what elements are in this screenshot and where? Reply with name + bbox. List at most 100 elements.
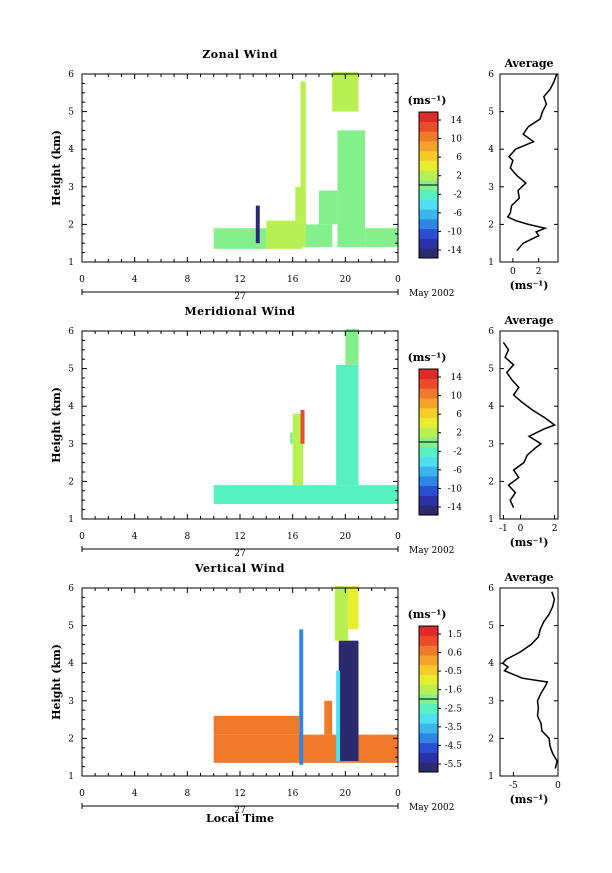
data-cell — [300, 81, 306, 247]
y-tick-label: 6 — [68, 70, 74, 80]
colorbar-swatch — [419, 427, 438, 438]
date-month-label: May 2002 — [409, 803, 454, 813]
data-cell — [305, 224, 333, 247]
colorbar-tick-label: -1.6 — [445, 686, 463, 696]
colorbar-swatch — [419, 713, 438, 724]
average-y-tick-label: 2 — [488, 220, 494, 230]
colorbar-tick-label: -2.5 — [445, 704, 463, 714]
panel-title: Zonal Wind — [202, 48, 278, 61]
colorbar-swatch — [419, 141, 438, 152]
data-cell — [295, 186, 302, 221]
average-y-tick-label: 1 — [488, 515, 494, 525]
colorbar-swatch — [419, 762, 438, 773]
x-tick-label: 0 — [79, 275, 85, 285]
colorbar-tick-label: 14 — [451, 373, 463, 383]
x-tick-label: 16 — [287, 275, 299, 285]
average-y-tick-label: 5 — [488, 108, 494, 118]
average-y-tick-label: 2 — [488, 734, 494, 744]
average-y-tick-label: 3 — [488, 440, 494, 450]
x-tick-label: 12 — [234, 275, 245, 285]
date-day-label: 27 — [234, 292, 246, 302]
data-cell — [336, 670, 341, 761]
colorbar-tick-label: 2 — [456, 429, 462, 439]
colorbar-unit: (ms⁻¹) — [408, 608, 447, 621]
colorbar-swatch — [419, 742, 438, 753]
colorbar-swatch — [419, 150, 438, 161]
x-tick-label: 0 — [395, 275, 401, 285]
x-tick-label: 8 — [184, 789, 190, 799]
colorbar-swatch — [419, 733, 438, 744]
average-y-tick-label: 4 — [488, 402, 494, 412]
average-x-tick-label: 0 — [510, 267, 516, 277]
panel-title: Meridional Wind — [184, 305, 295, 318]
y-axis-label: Height (km) — [50, 644, 63, 720]
x-tick-label: 4 — [132, 532, 138, 542]
y-tick-label: 4 — [68, 659, 74, 669]
colorbar-swatch — [419, 664, 438, 675]
average-title: Average — [503, 57, 553, 70]
average-y-tick-label: 2 — [488, 477, 494, 487]
data-cell — [338, 640, 359, 761]
colorbar-swatch — [419, 112, 438, 123]
data-cell — [213, 734, 398, 763]
x-tick-label: 0 — [79, 532, 85, 542]
average-frame — [499, 587, 559, 777]
colorbar-tick-label: 0.6 — [448, 649, 463, 659]
data-cell — [255, 205, 260, 244]
y-tick-label: 6 — [68, 584, 74, 594]
average-y-tick-label: 4 — [488, 145, 494, 155]
data-cell — [337, 130, 366, 247]
y-tick-label: 5 — [68, 622, 74, 632]
date-day-label: 27 — [234, 549, 246, 559]
data-cell — [266, 220, 302, 249]
x-tick-label: 16 — [287, 532, 299, 542]
colorbar-tick-label: 6 — [456, 410, 462, 420]
x-tick-label: 0 — [395, 789, 401, 799]
colorbar-tick-label: 6 — [456, 153, 462, 163]
colorbar-swatch — [419, 476, 438, 487]
date-month-label: May 2002 — [409, 289, 454, 299]
x-tick-label: 4 — [132, 275, 138, 285]
data-cell — [334, 586, 348, 641]
colorbar-swatch — [419, 485, 438, 496]
data-cell — [347, 586, 359, 630]
colorbar-swatch — [419, 248, 438, 259]
y-tick-label: 2 — [68, 734, 74, 744]
colorbar-tick-label: -6 — [453, 209, 462, 219]
x-tick-label: 16 — [287, 789, 299, 799]
colorbar-swatch — [419, 684, 438, 695]
y-tick-label: 1 — [68, 515, 74, 525]
colorbar-tick-label: 14 — [451, 116, 463, 126]
y-tick-label: 3 — [68, 183, 74, 193]
colorbar-swatch — [419, 495, 438, 506]
colorbar-swatch — [419, 378, 438, 389]
colorbar-tick-label: 10 — [451, 392, 463, 402]
colorbar-tick-label: -3.5 — [445, 723, 463, 733]
y-tick-label: 6 — [68, 327, 74, 337]
colorbar-tick-label: -4.5 — [445, 741, 463, 751]
colorbar-swatch — [419, 199, 438, 210]
date-month-label: May 2002 — [409, 546, 454, 556]
colorbar-tick-label: -14 — [448, 503, 463, 513]
colorbar-swatch — [419, 228, 438, 239]
average-x-tick-label: 0 — [555, 781, 561, 791]
data-cell — [345, 329, 359, 365]
x-tick-label: 8 — [184, 532, 190, 542]
y-tick-label: 4 — [68, 402, 74, 412]
x-tick-label: 20 — [340, 532, 352, 542]
colorbar-swatch — [419, 417, 438, 428]
y-tick-label: 4 — [68, 145, 74, 155]
colorbar-swatch — [419, 219, 438, 230]
colorbar-swatch — [419, 189, 438, 200]
data-cell — [299, 629, 304, 765]
colorbar-tick-label: -5.5 — [445, 760, 463, 770]
colorbar-tick-label: -2 — [453, 190, 462, 200]
colorbar-swatch — [419, 398, 438, 409]
x-tick-label: 12 — [234, 532, 245, 542]
y-tick-label: 5 — [68, 365, 74, 375]
x-tick-label: 20 — [340, 275, 352, 285]
data-cell — [300, 409, 305, 444]
colorbar-swatch — [419, 635, 438, 646]
